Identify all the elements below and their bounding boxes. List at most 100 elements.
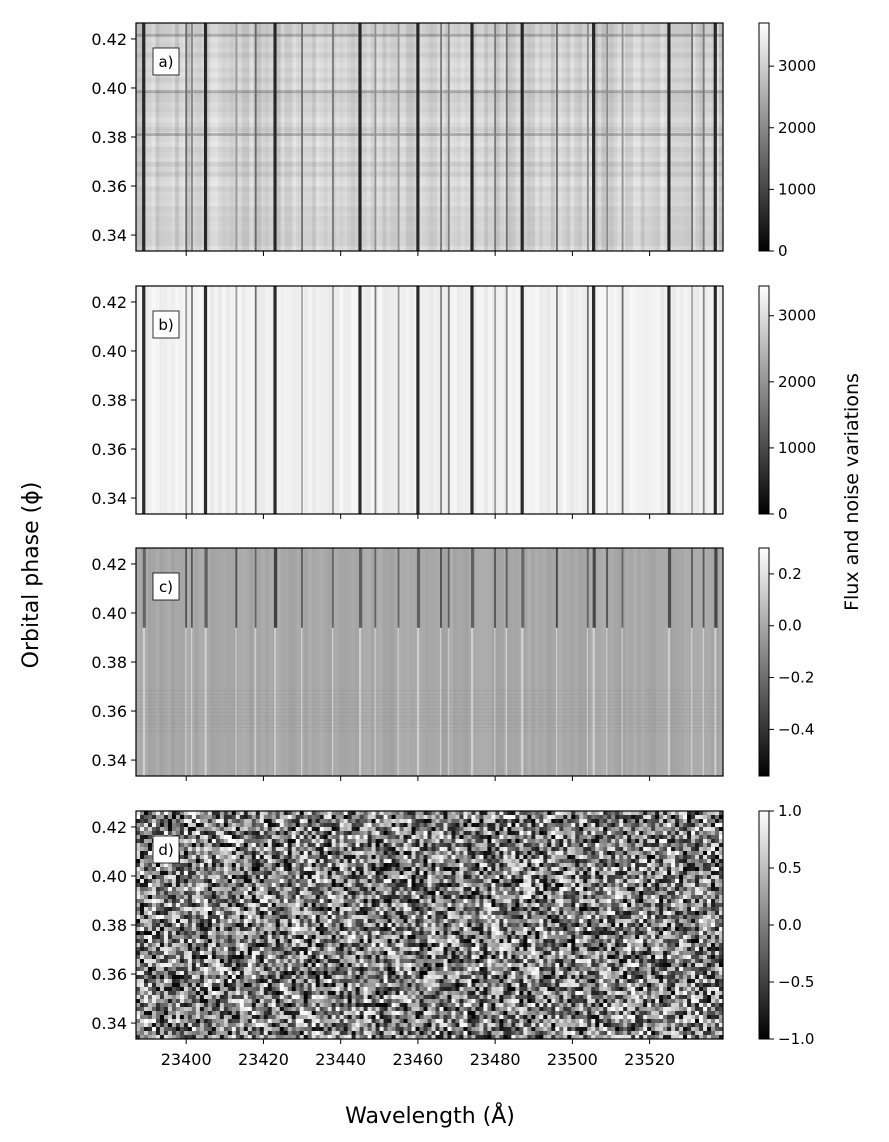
- noise-cell: [615, 867, 620, 872]
- noise-cell: [255, 907, 261, 912]
- noise-cell: [683, 915, 688, 920]
- noise-cell: [136, 911, 141, 916]
- noise-cell: [575, 915, 580, 920]
- noise-cell: [491, 823, 496, 828]
- noise-cell: [211, 827, 217, 832]
- noise-cell: [331, 867, 337, 872]
- noise-cell: [203, 899, 209, 904]
- noise-cell: [271, 815, 277, 820]
- noise-cell: [519, 815, 524, 820]
- noise-cell: [211, 887, 217, 892]
- noise-cell: [247, 827, 253, 832]
- noise-cell: [463, 855, 468, 860]
- noise-cell: [543, 867, 548, 872]
- panel-label: a): [158, 53, 173, 71]
- noise-cell: [527, 875, 532, 880]
- noise-cell: [375, 835, 380, 840]
- noise-cell: [187, 887, 193, 892]
- noise-cell: [263, 835, 269, 840]
- noise-cell: [231, 895, 237, 900]
- noise-cell: [527, 827, 532, 832]
- noise-cell: [227, 903, 233, 908]
- noise-cell: [331, 871, 337, 876]
- noise-cell: [391, 895, 396, 900]
- noise-cell: [223, 859, 229, 864]
- noise-cell: [459, 879, 464, 884]
- noise-cell: [683, 883, 688, 888]
- noise-cell: [519, 911, 524, 916]
- noise-cell: [715, 819, 720, 824]
- noise-cell: [367, 835, 372, 840]
- y-tick-label: 0.36: [91, 177, 127, 196]
- noise-cell: [379, 907, 384, 912]
- noise-cell: [407, 863, 412, 868]
- noise-cell: [519, 847, 524, 852]
- noise-cell: [699, 847, 704, 852]
- noise-cell: [471, 823, 476, 828]
- noise-cell: [403, 919, 408, 924]
- noise-cell: [423, 919, 428, 924]
- noise-cell: [231, 847, 237, 852]
- texture-column: [437, 23, 442, 251]
- noise-cell: [539, 895, 544, 900]
- noise-cell: [391, 811, 396, 816]
- noise-cell: [575, 811, 580, 816]
- noise-cell: [719, 919, 723, 924]
- noise-cell: [663, 851, 668, 856]
- noise-cell: [351, 919, 357, 924]
- noise-cell: [183, 851, 189, 856]
- noise-cell: [559, 871, 564, 876]
- noise-cell: [136, 827, 141, 832]
- noise-cell: [159, 919, 165, 924]
- noise-cell: [391, 883, 396, 888]
- noise-cell: [371, 891, 376, 896]
- noise-cell: [555, 875, 560, 880]
- noise-cell: [443, 887, 448, 892]
- noise-cell: [315, 811, 321, 816]
- noise-cell: [143, 859, 149, 864]
- noise-cell: [583, 915, 588, 920]
- noise-cell: [719, 823, 723, 828]
- noise-cell: [283, 899, 289, 904]
- noise-cell: [639, 863, 644, 868]
- noise-cell: [247, 891, 253, 896]
- residual-line: [374, 627, 376, 776]
- noise-cell: [655, 859, 660, 864]
- noise-cell: [531, 915, 536, 920]
- noise-cell: [651, 915, 656, 920]
- noise-cell: [167, 919, 173, 924]
- noise-cell: [571, 923, 576, 928]
- noise-cell: [615, 887, 620, 892]
- noise-cell: [243, 923, 249, 928]
- texture-column: [582, 548, 587, 776]
- noise-cell: [511, 855, 516, 860]
- texture-column: [323, 23, 328, 251]
- noise-cell: [447, 835, 452, 840]
- texture-column: [179, 286, 184, 514]
- noise-cell: [311, 863, 317, 868]
- noise-cell: [367, 903, 372, 908]
- noise-cell: [255, 827, 261, 832]
- noise-cell: [251, 859, 257, 864]
- noise-cell: [691, 907, 696, 912]
- noise-cell: [483, 915, 488, 920]
- noise-cell: [267, 903, 273, 908]
- noise-cell: [603, 827, 608, 832]
- texture-column: [699, 548, 704, 776]
- noise-cell: [359, 827, 365, 832]
- noise-cell: [307, 855, 313, 860]
- texture-column: [417, 23, 422, 251]
- band-row: [136, 216, 723, 222]
- noise-cell: [199, 863, 205, 868]
- texture-column: [539, 23, 544, 251]
- noise-cell: [535, 851, 540, 856]
- noise-cell: [543, 887, 548, 892]
- noise-cell: [451, 827, 456, 832]
- noise-cell: [143, 839, 149, 844]
- texture-column: [589, 286, 594, 514]
- noise-cell: [319, 891, 325, 896]
- noise-cell: [479, 859, 484, 864]
- noise-cell: [683, 875, 688, 880]
- noise-cell: [443, 847, 448, 852]
- texture-column: [582, 23, 587, 251]
